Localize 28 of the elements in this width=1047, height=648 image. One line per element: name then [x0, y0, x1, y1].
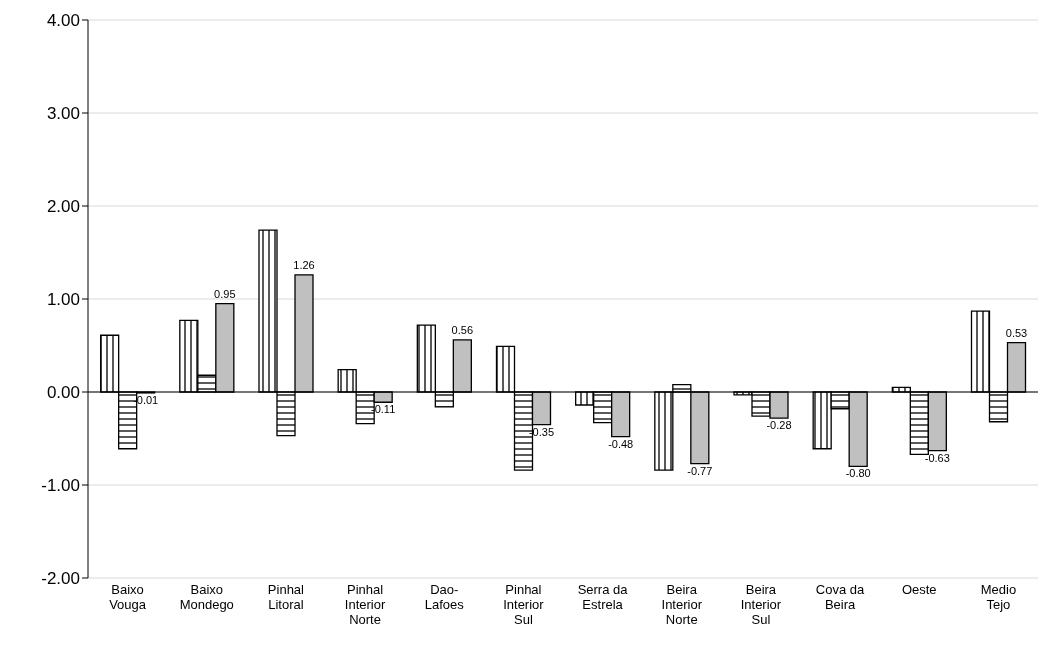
x-tick-label: Baixo Mondego: [179, 582, 234, 612]
y-tick-label: 3.00: [46, 104, 80, 124]
x-tick-label: Beira Interior Norte: [661, 582, 703, 627]
x-tick-label: Cova da Beira: [815, 582, 866, 612]
data-label: -0.28: [766, 419, 792, 432]
x-tick-label: Baixo Vouga: [109, 582, 147, 612]
x-tick-label: Pinhal Interior Norte: [344, 582, 386, 627]
x-tick-label: Dao-Lafoes: [424, 582, 465, 612]
y-tick-label: -2.00: [41, 569, 80, 589]
data-label: 0.95: [214, 287, 236, 300]
data-label: 1.26: [293, 258, 315, 271]
y-tick-label: 4.00: [46, 11, 80, 31]
data-label: 0.56: [451, 323, 474, 336]
x-tick-label: Medio Tejo: [980, 582, 1017, 612]
y-tick-label: 0.00: [46, 383, 80, 403]
data-label: -0.77: [687, 464, 713, 477]
x-tick-label: Pinhal Interior Sul: [503, 582, 545, 627]
data-label: -0.63: [924, 451, 950, 464]
x-tick-label: Serra da Estrela: [577, 582, 629, 612]
y-tick-label: 1.00: [46, 290, 80, 310]
y-tick-label: 2.00: [46, 197, 80, 217]
data-label: 0.53: [1005, 326, 1028, 339]
data-label: -0.48: [608, 437, 634, 450]
x-tick-label: Pinhal Litoral: [267, 582, 305, 612]
x-tick-label: Oeste: [901, 582, 937, 597]
data-label: -0.80: [845, 467, 871, 480]
x-tick-label: Beira Interior Sul: [740, 582, 782, 627]
y-tick-label: -1.00: [41, 476, 80, 496]
